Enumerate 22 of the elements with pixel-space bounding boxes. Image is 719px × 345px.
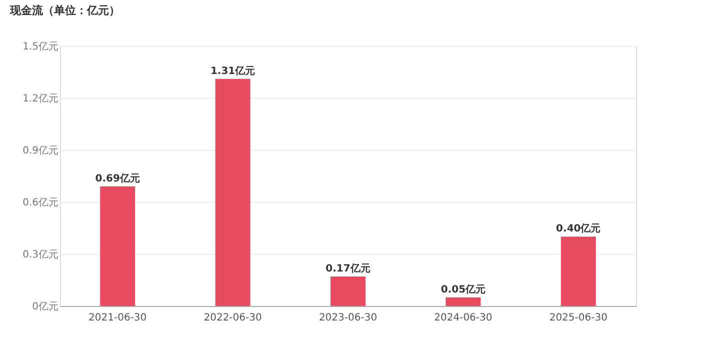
- data-label: 0.17亿元: [326, 262, 370, 275]
- bar: [446, 297, 481, 306]
- chart-title: 现金流（单位：亿元）: [9, 4, 120, 17]
- x-tick-label: 2024-06-30: [434, 312, 492, 324]
- data-label: 0.69亿元: [95, 172, 140, 184]
- y-tick-label: 0亿元: [32, 302, 58, 312]
- x-tick-label: 2022-06-30: [204, 312, 262, 324]
- x-tick-label: 2023-06-30: [318, 312, 378, 324]
- bar: [100, 186, 136, 306]
- data-label: 1.31亿元: [210, 64, 256, 77]
- y-tick-label: 1.5亿元: [22, 42, 58, 52]
- x-tick-label: 2025-06-30: [549, 312, 608, 324]
- bar: [215, 78, 250, 306]
- data-label: 0.40亿元: [556, 222, 601, 235]
- y-tick-label: 1.2亿元: [22, 94, 58, 104]
- y-tick-label: 0.3亿元: [22, 250, 58, 260]
- data-label: 0.05亿元: [440, 283, 486, 296]
- y-tick-label: 0.9亿元: [22, 146, 58, 156]
- x-tick-label: 2021-06-30: [88, 312, 147, 324]
- bar: [330, 276, 366, 306]
- y-tick-label: 0.6亿元: [22, 198, 58, 208]
- bar: [560, 236, 596, 306]
